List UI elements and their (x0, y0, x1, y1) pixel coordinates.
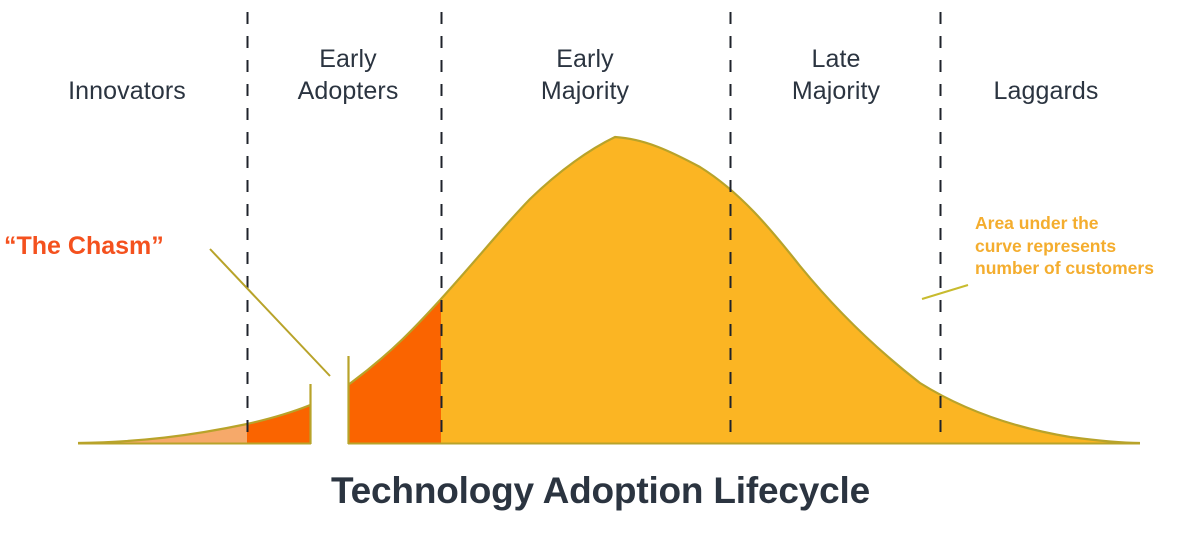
segment-label-early-adopters: Early Adopters (297, 45, 399, 105)
chasm-gap-mask (311, 120, 348, 448)
segment-label-laggards: Laggards (993, 77, 1099, 105)
chasm-leader-line (209, 248, 331, 377)
segment-label-early-majority: Early Majority (540, 45, 630, 105)
chasm-annotation-label: “The Chasm” (4, 232, 164, 260)
curve-area-innovators (78, 424, 247, 443)
segment-label-innovators: Innovators (68, 77, 186, 105)
area-under-curve-annotation: Area under the curve represents number o… (975, 213, 1154, 278)
curve-area-majority-laggards (441, 137, 1140, 443)
annotation-leader-line (921, 284, 969, 300)
curve-area-early-adopters (348, 299, 441, 443)
curve-area-chasm-left (247, 404, 311, 443)
segment-label-late-majority: Late Majority (791, 45, 881, 105)
chart-title: Technology Adoption Lifecycle (331, 470, 870, 511)
curve-fill-group (77, 120, 1141, 448)
